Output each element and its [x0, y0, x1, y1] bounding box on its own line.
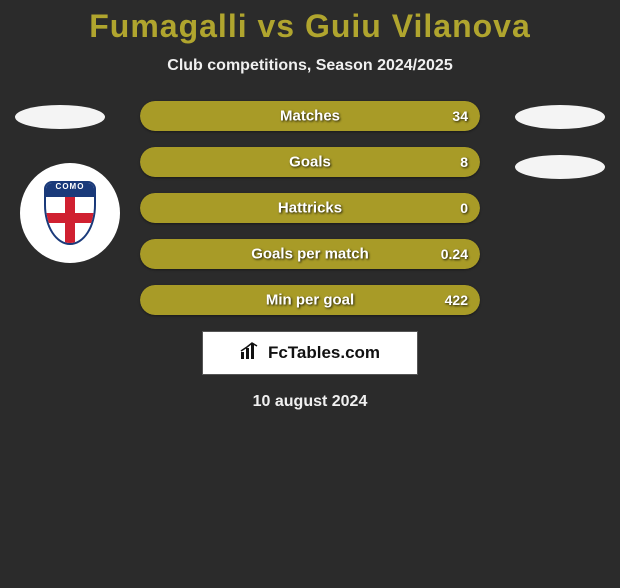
team-crest: COMO [20, 163, 120, 263]
left-pill-ornament [15, 105, 105, 129]
comparison-area: COMO Matches 34 Goals 8 Hattricks 0 Goals per … [0, 101, 620, 411]
subtitle: Club competitions, Season 2024/2025 [0, 57, 620, 75]
stat-bars: Matches 34 Goals 8 Hattricks 0 Goals per match… [140, 101, 480, 315]
bar-value-right: 422 [445, 292, 468, 308]
bar-chart-icon [240, 342, 262, 365]
stat-bar-row: Goals per match 0.24 [140, 239, 480, 269]
brand-box[interactable]: FcTables.com [202, 331, 418, 375]
right-pill-ornament-1 [515, 105, 605, 129]
page-title: Fumagalli vs Guiu Vilanova [0, 8, 620, 45]
crest-band-text: COMO [44, 182, 96, 191]
bar-left-fill [140, 101, 157, 131]
brand-text: FcTables.com [268, 343, 380, 363]
stat-bar-row: Goals 8 [140, 147, 480, 177]
crest-shield-icon: COMO [44, 181, 96, 245]
bar-label: Goals [289, 154, 331, 171]
bar-value-right: 0 [460, 200, 468, 216]
bar-left-fill [140, 147, 157, 177]
bar-label: Hattricks [278, 200, 342, 217]
bar-value-right: 34 [452, 108, 468, 124]
title-vs: vs [248, 8, 305, 44]
bar-label: Goals per match [251, 246, 369, 263]
stat-bar-row: Hattricks 0 [140, 193, 480, 223]
bar-left-fill [140, 285, 157, 315]
right-pill-ornament-2 [515, 155, 605, 179]
bar-value-right: 8 [460, 154, 468, 170]
title-player-1: Fumagalli [89, 8, 247, 44]
stat-bar-row: Min per goal 422 [140, 285, 480, 315]
date-line: 10 august 2024 [0, 393, 620, 411]
bar-label: Min per goal [266, 292, 354, 309]
bar-left-fill [140, 239, 157, 269]
bar-left-fill [140, 193, 157, 223]
bar-label: Matches [280, 108, 340, 125]
stat-bar-row: Matches 34 [140, 101, 480, 131]
title-player-2: Guiu Vilanova [305, 8, 531, 44]
bar-value-right: 0.24 [441, 246, 468, 262]
